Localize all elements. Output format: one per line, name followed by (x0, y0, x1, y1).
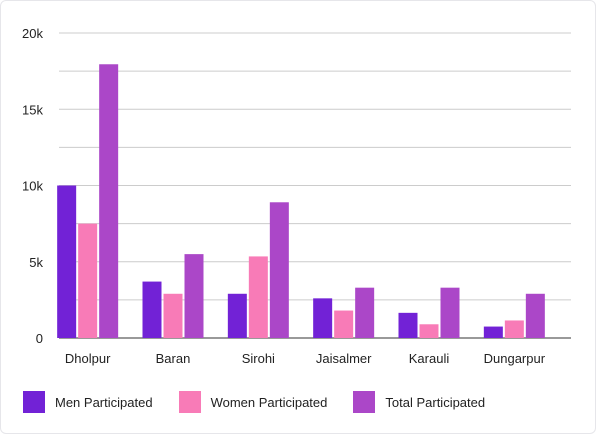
bar-men-participated (398, 312, 418, 338)
legend-swatch-total (353, 391, 376, 413)
legend-swatch-women (178, 391, 201, 413)
bar-men-participated (142, 281, 162, 338)
x-tick-label: Karauli (409, 351, 450, 366)
bar-total-participated (184, 254, 204, 338)
bar-total-participated (440, 287, 460, 338)
bar-chart: 0 5k 10k 15k 20k Dholpur Baran Sirohi Jaisalmer K… (22, 26, 571, 366)
legend-label-women: Women Participated (210, 394, 328, 410)
x-tick-label: Dholpur (65, 351, 111, 366)
bar-men-participated (313, 298, 333, 338)
y-tick-label: 20k (22, 26, 43, 41)
legend-label-total: Total Participated (385, 394, 486, 410)
bar-women-participated (163, 293, 183, 338)
bar-women-participated (504, 320, 524, 338)
bar-total-participated (525, 293, 545, 338)
y-tick-label: 5k (29, 255, 43, 270)
legend-item-women[interactable]: Women Participated (178, 391, 328, 413)
bar-men-participated (227, 293, 247, 338)
bar-women-participated (334, 310, 354, 338)
bar-men-participated (483, 326, 503, 338)
x-tick-label: Dungarpur (484, 351, 546, 366)
bar-women-participated (78, 223, 98, 338)
bar-men-participated (57, 185, 77, 338)
y-tick-label: 0 (36, 331, 43, 346)
legend-item-total[interactable]: Total Participated (353, 391, 485, 413)
bar-women-participated (419, 324, 439, 338)
y-tick-label: 15k (22, 102, 43, 117)
legend-swatch-men (23, 391, 45, 413)
x-tick-label: Baran (156, 351, 191, 366)
x-tick-label: Jaisalmer (316, 351, 372, 366)
bar-women-participated (248, 256, 268, 338)
bar-total-participated (355, 287, 375, 338)
legend-label-men: Men Participated (55, 394, 153, 410)
x-tick-label: Sirohi (242, 351, 275, 366)
y-tick-label: 10k (22, 179, 43, 194)
chart-legend: Men Participated Women Participated Tota… (23, 391, 511, 413)
bar-total-participated (269, 202, 289, 338)
legend-item-men[interactable]: Men Participated (23, 391, 153, 413)
bar-total-participated (99, 64, 119, 338)
